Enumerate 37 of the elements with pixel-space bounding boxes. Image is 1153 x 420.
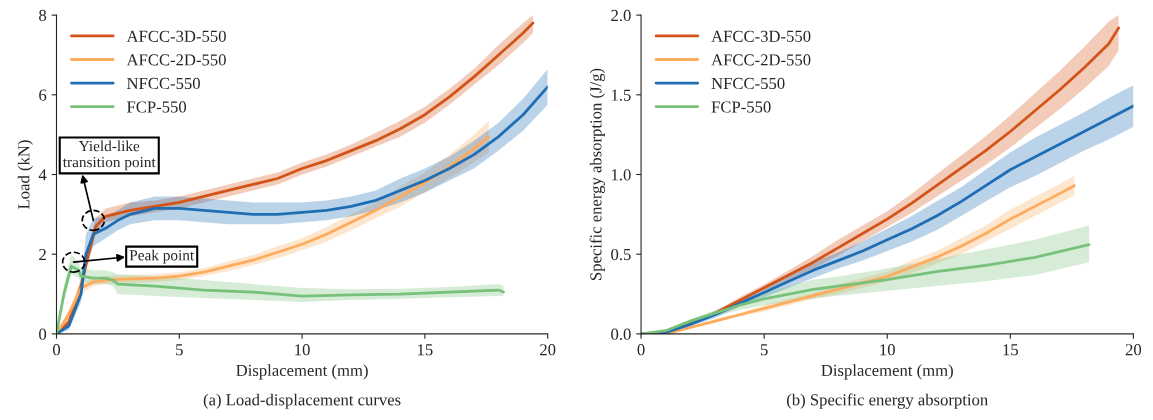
annotation: Yield-like transition point xyxy=(62,140,156,171)
annotation: Peak point xyxy=(129,249,195,264)
legend-label: AFCC-2D-550 xyxy=(711,54,811,66)
y-tick-label: 6 xyxy=(39,89,47,101)
x-tick-label: 20 xyxy=(1125,344,1142,356)
line-series xyxy=(641,243,1091,334)
y-tick-label: 0 xyxy=(39,328,47,340)
x-tick-label: 5 xyxy=(760,344,768,356)
y-tick-label: 8 xyxy=(39,9,47,22)
y-tick-label: 2.0 xyxy=(611,9,631,22)
legend-label: FCP-550 xyxy=(126,101,187,113)
legend-label: AFCC-3D-550 xyxy=(711,30,811,42)
legend-label: AFCC-3D-550 xyxy=(126,30,226,42)
y-tick-label: 2 xyxy=(39,248,46,260)
text: (a) Load-displacement curves xyxy=(203,393,401,409)
x-tick-label: 20 xyxy=(540,344,556,356)
x-tick-label: 10 xyxy=(880,344,895,356)
x-tick-label: 0 xyxy=(52,344,61,356)
x-tick-label: 5 xyxy=(176,344,183,356)
text: (b) Specific energy absorption xyxy=(786,393,988,409)
legend-label: NFCC-550 xyxy=(126,77,200,90)
y-axis-title: Load (kN) xyxy=(17,140,33,209)
x-tick-label: 15 xyxy=(418,344,433,356)
y-tick-label: 0.0 xyxy=(611,328,631,340)
legend-label: NFCC-550 xyxy=(711,77,785,90)
legend-label: AFCC-2D-550 xyxy=(126,54,226,66)
legend-label: FCP-550 xyxy=(711,101,771,113)
y-tick-label: 4 xyxy=(38,169,47,181)
y-tick-label: 1.0 xyxy=(611,169,631,181)
x-tick-label: 0 xyxy=(637,344,645,356)
y-axis-title: Specific energy absorption (J/g) xyxy=(589,68,605,280)
x-axis-title: Displacement (mm) xyxy=(821,364,953,380)
x-tick-label: 15 xyxy=(1003,344,1018,356)
x-tick-label: 10 xyxy=(295,344,310,356)
y-tick-label: 1.5 xyxy=(611,89,631,101)
x-axis-title: Displacement (mm) xyxy=(236,364,368,380)
y-tick-label: 0.5 xyxy=(611,248,631,261)
